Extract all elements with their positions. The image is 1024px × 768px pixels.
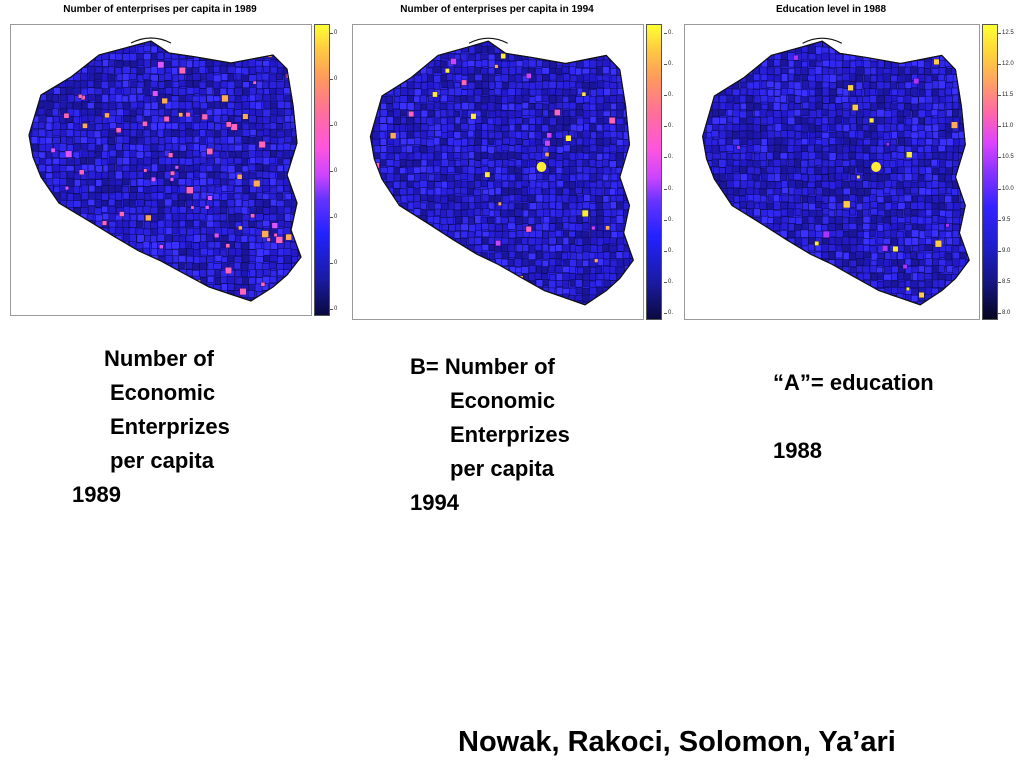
legend-tick-label: 0. (663, 247, 674, 254)
legend-tick-label: 0. (663, 30, 674, 36)
caption-line: “A”= education (773, 370, 934, 395)
map-panel-1989: Number of enterprises per capita in 1989… (10, 4, 350, 320)
legend-tick-label: 0. (663, 123, 674, 130)
legend-tick-label: 12.5 (998, 30, 1014, 36)
color-legend-bar (982, 24, 998, 320)
legend-tick-label: 11.5 (997, 92, 1014, 99)
caption-enterprises-1994: B= Number of Economic Enterprizes per ca… (410, 350, 570, 520)
map-frame (352, 24, 644, 320)
caption-line: 1989 (72, 482, 121, 507)
legend-tick-label: 0 (329, 168, 338, 174)
legend-tick-label: 8.5 (997, 278, 1011, 285)
country-border (702, 40, 970, 306)
legend-tick-label: 0. (663, 216, 674, 223)
coastline (468, 37, 508, 44)
caption-line: 1988 (773, 438, 822, 463)
caption-line: Economic (450, 388, 556, 413)
caption-line: Enterprizes (110, 414, 230, 439)
map-frame (10, 24, 312, 316)
authors-credit: Nowak, Rakoci, Solomon, Ya’ari (458, 726, 896, 758)
legend-tick-label: 0. (663, 92, 674, 99)
legend-tick-label: 0 (329, 30, 338, 36)
legend-tick-label: 0 (329, 306, 338, 312)
coastline (130, 37, 172, 44)
legend-tick-label: 9.0 (997, 247, 1011, 254)
legend-tick-label: 0. (663, 185, 674, 192)
legend-tick-label: 10.5 (998, 154, 1014, 161)
caption-line: Economic (110, 380, 216, 405)
caption-education-1988: “A”= education 1988 (773, 366, 934, 468)
legend-tick-label: 0. (663, 310, 674, 316)
caption-line: B= Number of (410, 354, 555, 379)
poland-map-enterprises-1989 (28, 37, 302, 302)
caption-line: per capita (110, 448, 214, 473)
legend-tick-label: 10.0 (998, 185, 1014, 192)
warsaw-highlight (871, 161, 881, 172)
country-border (28, 40, 302, 302)
poland-map-education-1988 (702, 37, 970, 306)
legend-tick-label: 0 (329, 214, 338, 220)
caption-line: Number of (104, 346, 214, 371)
poland-map-enterprises-1994 (369, 37, 634, 306)
legend-tick-label: 0. (663, 61, 674, 68)
legend-tick-label: 0 (329, 260, 338, 266)
legend-tick-label: 0. (663, 278, 674, 285)
panel-title: Number of enterprises per capita in 1989 (63, 4, 257, 15)
map-frame (684, 24, 980, 320)
legend-tick-label: 0 (329, 76, 338, 82)
map-panel-1994: Number of enterprises per capita in 1994… (352, 4, 682, 320)
caption-line: per capita (450, 456, 554, 481)
map-panel-education-1988: Education level in 1988 12.5 12.0 11.5 11.0… (684, 4, 1020, 320)
legend-tick-label: 0. (663, 154, 674, 161)
legend-tick-label: 0 (329, 122, 338, 128)
caption-line: Enterprizes (450, 422, 570, 447)
legend-tick-label: 8.0 (997, 310, 1011, 316)
warsaw-highlight (536, 161, 547, 172)
color-legend-bar (314, 24, 330, 316)
color-legend-bar (646, 24, 662, 320)
coastline (802, 37, 843, 44)
legend-tick-label: 11.0 (997, 123, 1014, 130)
caption-line (773, 400, 934, 434)
panel-title: Education level in 1988 (775, 4, 887, 15)
caption-enterprises-1989: Number of Economic Enterprizes per capit… (72, 342, 230, 512)
legend-tick-label: 9.5 (997, 216, 1011, 223)
legend-tick-label: 12.0 (998, 61, 1014, 68)
panel-title: Number of enterprises per capita in 1994 (400, 4, 594, 15)
caption-line: 1994 (410, 490, 459, 515)
country-border (369, 40, 634, 306)
